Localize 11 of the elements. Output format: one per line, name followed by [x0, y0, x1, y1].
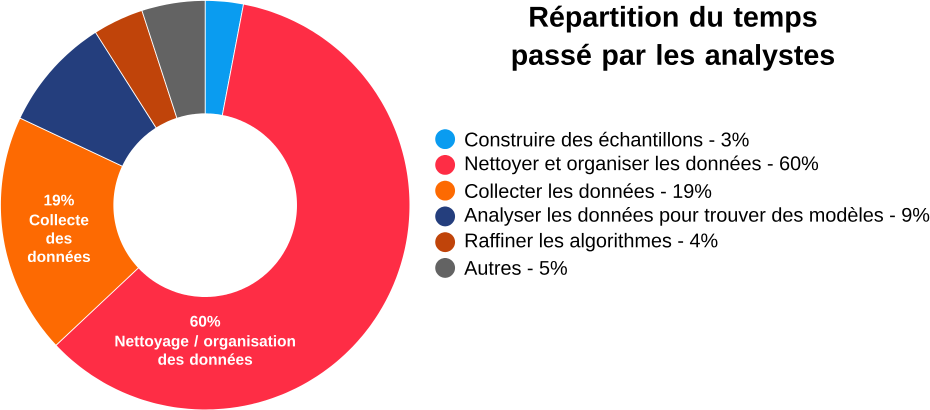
legend-label: Autres - 5%: [464, 260, 567, 275]
text: Collecte des données: [28, 214, 90, 262]
legend-label: Analyser les données pour trouver des modèles - 9%: [464, 206, 930, 226]
legend-label: Collecter les données - 19%: [465, 183, 712, 198]
legend-label: Nettoyer et organiser les données - 60%: [466, 155, 818, 174]
text: Nettoyage / organisation des données: [115, 335, 295, 365]
text: Répartition du temps passé par les analystes: [512, 5, 834, 71]
text: 60%: [190, 316, 220, 327]
legend-label: Raffiner les algorithmes - 4%: [466, 232, 718, 252]
text: 19%: [44, 194, 74, 206]
legend-label: Construire des échantillons - 3%: [465, 132, 749, 146]
